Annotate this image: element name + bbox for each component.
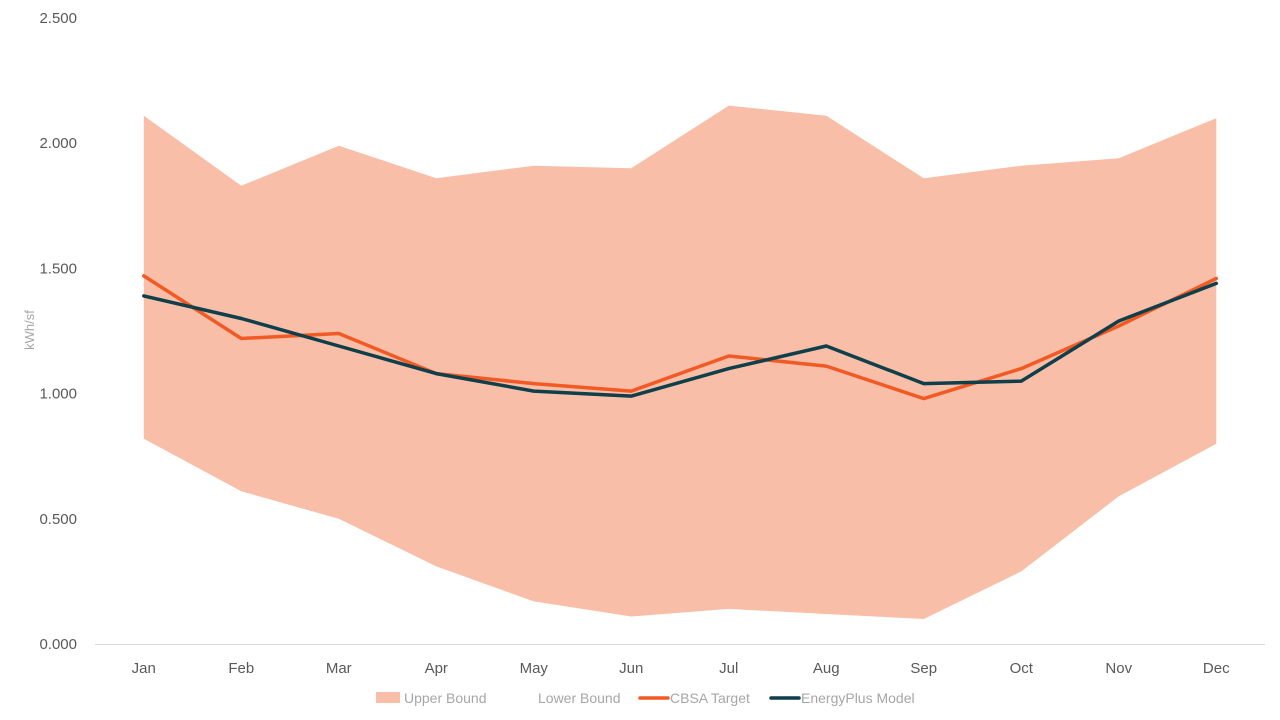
- upper-bound-area: [143, 105, 1217, 620]
- legend: Upper Bound Lower Bound CBSA Target EnergyP…: [376, 690, 915, 706]
- legend-label: EnergyPlus Model: [801, 690, 915, 706]
- x-tick-label: Mar: [326, 660, 352, 677]
- legend-label: Upper Bound: [404, 690, 487, 706]
- legend-swatch: [376, 692, 400, 703]
- x-tick-label: Jan: [132, 660, 156, 677]
- legend-label: CBSA Target: [670, 690, 750, 706]
- x-tick-label: Apr: [425, 660, 448, 677]
- legend-item-cbsa-target: CBSA Target: [638, 690, 750, 706]
- x-tick-label: Oct: [1010, 660, 1034, 677]
- x-tick-label: Nov: [1105, 660, 1132, 677]
- y-axis: 0.000 0.500 1.000 1.500 2.000 2.500: [39, 10, 77, 653]
- legend-label: Lower Bound: [538, 690, 621, 706]
- y-tick-label: 2.000: [39, 135, 77, 152]
- x-tick-label: Jul: [719, 660, 738, 677]
- x-tick-label: Feb: [228, 660, 254, 677]
- x-axis: Jan Feb Mar Apr May Jun Jul Aug Sep Oct Nov Dec: [132, 660, 1230, 677]
- x-tick-label: May: [520, 660, 549, 677]
- x-tick-label: Dec: [1203, 660, 1230, 677]
- x-tick-label: Jun: [619, 660, 643, 677]
- x-tick-label: Aug: [813, 660, 840, 677]
- y-tick-label: 1.500: [39, 260, 77, 277]
- energyplus-model-line: [142, 281, 1219, 398]
- x-tick-label: Sep: [910, 660, 937, 677]
- y-axis-title: kWh/sf: [22, 310, 37, 350]
- legend-item-lower-bound: Lower Bound: [510, 690, 621, 706]
- y-tick-label: 2.500: [39, 10, 77, 27]
- y-tick-label: 0.500: [39, 511, 77, 528]
- plot-area: [95, 105, 1265, 645]
- legend-item-upper-bound: Upper Bound: [376, 690, 487, 706]
- legend-item-energyplus-model: EnergyPlus Model: [769, 690, 915, 706]
- legend-swatch: [510, 692, 534, 703]
- cbsa-target-line: [142, 274, 1219, 401]
- y-tick-label: 0.000: [39, 636, 77, 653]
- y-tick-label: 1.000: [39, 386, 77, 403]
